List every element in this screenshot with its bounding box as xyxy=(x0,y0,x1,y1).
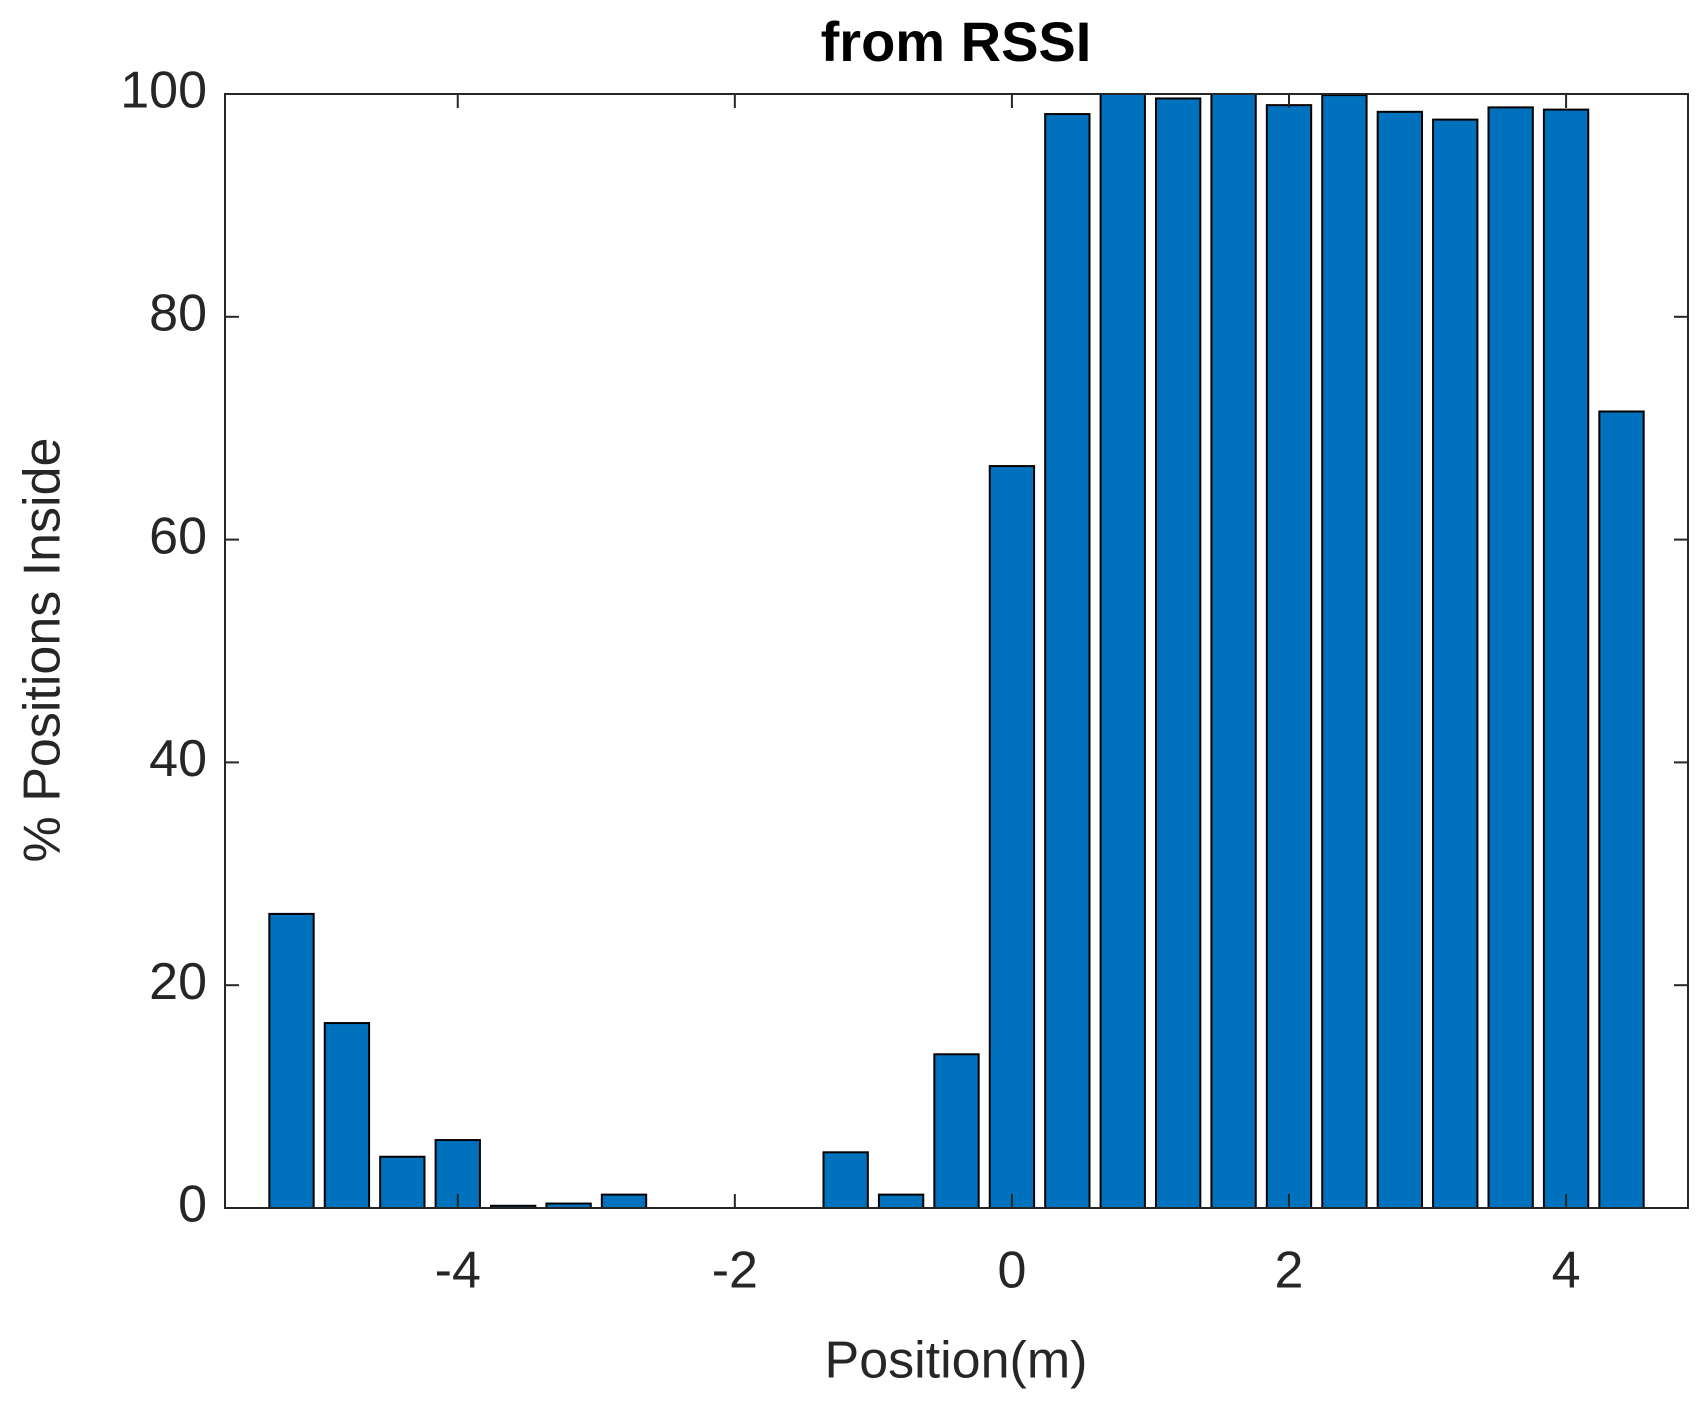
x-tick-label: 2 xyxy=(1275,1242,1304,1300)
y-tick-label: 0 xyxy=(178,1176,207,1234)
bar xyxy=(988,465,1036,1209)
bar xyxy=(600,1193,648,1209)
bar xyxy=(1487,106,1534,1209)
bar xyxy=(268,912,315,1209)
bar xyxy=(1432,118,1479,1210)
bar xyxy=(822,1151,869,1210)
bar xyxy=(1321,94,1368,1209)
bar xyxy=(1155,97,1202,1209)
bar xyxy=(379,1155,426,1209)
bar xyxy=(1265,104,1313,1209)
bar xyxy=(933,1053,980,1209)
x-tick-label: 0 xyxy=(997,1242,1026,1300)
chart-title: from RSSI xyxy=(821,10,1092,73)
y-tick-label: 100 xyxy=(120,62,207,120)
x-tick-label: 4 xyxy=(1552,1242,1581,1300)
bar xyxy=(1044,113,1091,1209)
bar xyxy=(1099,93,1146,1209)
bar xyxy=(1376,110,1423,1210)
x-axis-label: Position(m) xyxy=(825,1332,1088,1390)
y-tick-label: 80 xyxy=(149,285,207,343)
bar xyxy=(1598,410,1645,1209)
y-tick-label: 20 xyxy=(149,953,207,1011)
bar xyxy=(1542,108,1590,1210)
x-tick-label: -2 xyxy=(712,1242,758,1300)
y-tick-label: 40 xyxy=(149,730,207,788)
y-tick-label: 60 xyxy=(149,507,207,565)
axes-box xyxy=(224,93,1689,1209)
bar xyxy=(1210,93,1257,1209)
bar xyxy=(877,1193,925,1209)
x-tick-label: -4 xyxy=(435,1242,481,1300)
bar xyxy=(323,1022,371,1209)
y-axis-label: % Positions Inside xyxy=(14,438,72,863)
